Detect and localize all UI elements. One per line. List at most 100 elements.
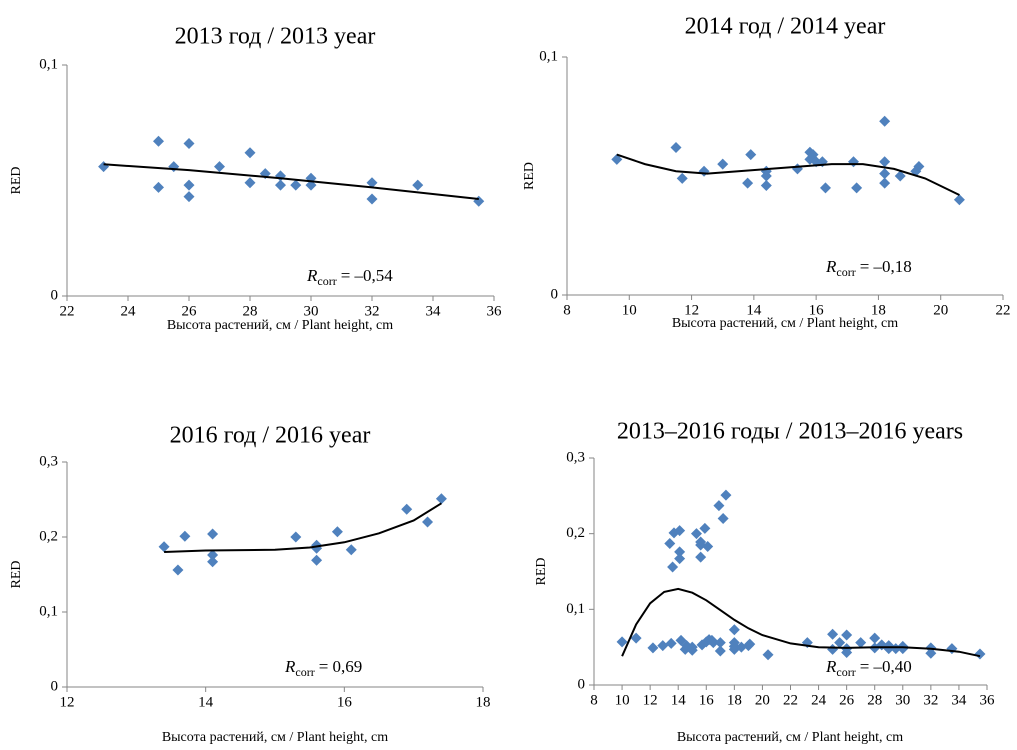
data-point — [841, 629, 853, 641]
x-axis-label: Высота растений, см / Plant height, cm — [167, 318, 393, 333]
x-tick-label: 34 — [951, 692, 967, 708]
x-tick-label: 24 — [121, 303, 137, 319]
data-point — [179, 530, 191, 542]
x-tick-label: 8 — [563, 302, 571, 318]
x-tick-label: 24 — [811, 692, 827, 708]
x-tick-label: 30 — [304, 303, 319, 319]
x-tick-label: 30 — [895, 692, 910, 708]
data-point — [153, 181, 164, 193]
data-point — [894, 170, 906, 182]
trend-line — [164, 502, 442, 553]
data-point — [707, 637, 719, 649]
data-point — [735, 641, 747, 653]
y-tick-label: 0,1 — [566, 601, 585, 617]
data-point — [760, 170, 772, 182]
data-point — [207, 556, 219, 568]
data-point — [207, 528, 219, 540]
data-point — [172, 564, 184, 576]
x-tick-label: 14 — [671, 692, 687, 708]
y-tick-label: 0,3 — [39, 453, 58, 469]
chart-title: 2013–2016 годы / 2013–2016 years — [617, 419, 963, 445]
data-point — [657, 640, 669, 652]
data-point — [674, 525, 686, 537]
x-axis-label: Высота растений, см / Plant height, cm — [162, 730, 388, 745]
data-point — [762, 649, 774, 661]
x-tick-label: 22 — [60, 303, 75, 319]
data-point — [183, 179, 195, 191]
trend-line — [103, 163, 479, 200]
trend-line — [616, 153, 960, 196]
x-tick-label: 10 — [615, 692, 630, 708]
annotation-text: = –0,54 — [341, 266, 394, 285]
data-point — [855, 637, 867, 649]
annotation: Rcorr = –0,54 — [306, 266, 393, 288]
data-point — [720, 489, 732, 501]
data-point — [695, 551, 707, 563]
x-tick-label: 34 — [426, 303, 442, 319]
data-point — [717, 158, 729, 170]
x-tick-label: 20 — [933, 302, 948, 318]
x-tick-label: 36 — [980, 692, 996, 708]
data-point — [744, 638, 756, 650]
x-tick-label: 32 — [923, 692, 938, 708]
annotation-subscript: corr — [836, 665, 855, 679]
x-tick-label: 18 — [727, 692, 742, 708]
data-point — [214, 161, 225, 173]
data-point — [473, 195, 485, 207]
x-tick-label: 22 — [996, 302, 1011, 318]
x-tick-label: 26 — [839, 692, 855, 708]
chart-title: 2014 год / 2014 year — [685, 14, 886, 40]
data-point — [345, 544, 357, 556]
y-axis-label: RED — [9, 561, 24, 589]
data-point — [897, 643, 909, 655]
data-point — [834, 637, 846, 649]
annotation-symbol: R — [284, 657, 296, 676]
x-axis-label: Высота растений, см / Plant height, cm — [672, 316, 898, 331]
x-tick-label: 22 — [783, 692, 798, 708]
data-point — [714, 645, 726, 657]
y-axis-label: RED — [9, 167, 24, 195]
trend-line — [621, 587, 981, 658]
data-point — [311, 554, 323, 566]
y-tick-label: 0,2 — [566, 525, 585, 541]
y-tick-label: 0,1 — [539, 48, 558, 64]
x-tick-label: 26 — [182, 303, 198, 319]
data-point — [183, 191, 195, 203]
annotation: Rcorr = –0,40 — [825, 657, 912, 679]
data-point — [879, 156, 891, 168]
data-point — [290, 179, 302, 191]
data-point — [913, 160, 925, 172]
data-point — [879, 115, 891, 127]
annotation-text: = –0,40 — [860, 657, 912, 676]
annotation-symbol: R — [306, 266, 318, 285]
data-point — [695, 539, 707, 551]
data-point — [158, 541, 170, 553]
data-point — [207, 549, 219, 561]
data-point — [290, 531, 302, 543]
data-point — [690, 528, 702, 540]
x-tick-label: 12 — [643, 692, 658, 708]
y-axis-label: RED — [534, 558, 549, 586]
data-point — [879, 177, 891, 189]
data-point — [686, 644, 698, 656]
data-point — [665, 637, 677, 649]
chart-title: 2016 год / 2016 year — [170, 423, 371, 449]
data-point — [616, 636, 628, 648]
data-point — [275, 179, 286, 191]
data-point — [714, 637, 726, 649]
data-point — [699, 522, 711, 534]
data-point — [848, 156, 860, 168]
annotation-symbol: R — [825, 657, 837, 676]
x-tick-label: 8 — [590, 692, 598, 708]
y-tick-label: 0 — [551, 286, 559, 302]
data-point — [664, 538, 676, 550]
data-point — [401, 503, 413, 515]
annotation: Rcorr = 0,69 — [284, 657, 362, 679]
x-tick-label: 16 — [699, 692, 715, 708]
annotation-subscript: corr — [317, 274, 336, 288]
data-point — [674, 553, 686, 565]
y-tick-label: 0 — [578, 676, 586, 692]
annotation-text: = –0,18 — [860, 257, 912, 276]
annotation-subscript: corr — [836, 265, 855, 279]
